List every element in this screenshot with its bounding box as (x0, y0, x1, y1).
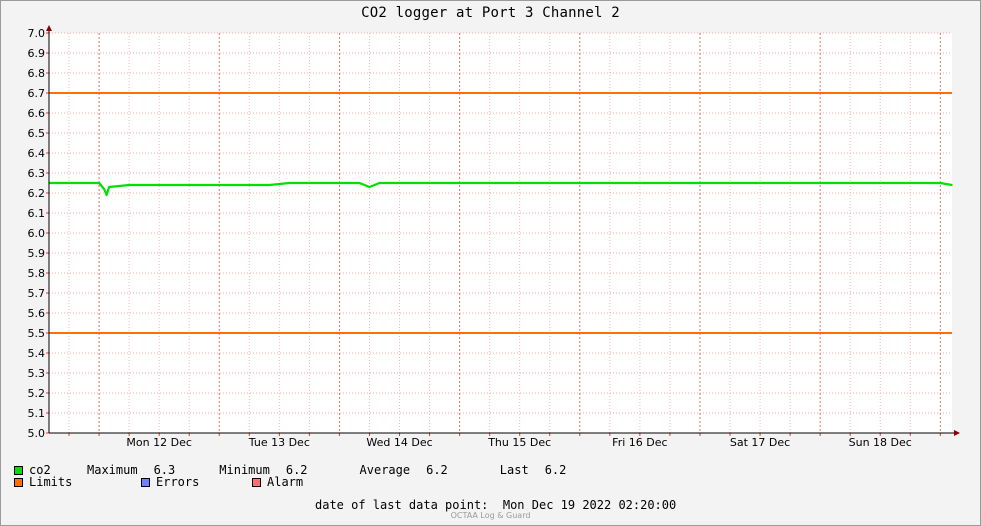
legend-label-co2: co2 (29, 463, 51, 477)
data-point-co2 (398, 182, 401, 184)
brand-text: OCTAA Log & Guard (450, 511, 531, 520)
data-point-co2 (218, 184, 221, 186)
data-point-co2 (759, 182, 761, 184)
data-point-co2 (338, 182, 341, 184)
data-point-co2 (268, 184, 271, 186)
y-tick-label: 6.1 (28, 207, 46, 220)
data-point-co2 (951, 184, 953, 186)
data-point-co2 (699, 182, 701, 184)
data-point-co2 (879, 182, 882, 184)
data-point-co2 (318, 182, 321, 184)
y-tick-label: 6.8 (28, 67, 46, 80)
y-tick-label: 5.6 (28, 307, 46, 320)
data-point-co2 (108, 186, 110, 188)
y-tick-label: 6.0 (28, 227, 46, 240)
y-tick-label: 5.5 (28, 327, 46, 340)
legend-swatch-alarm (252, 477, 261, 487)
y-tick-label: 6.6 (28, 107, 46, 120)
legend-label-limits: Limits (29, 475, 73, 489)
last-data-point-label: date of last data point: (315, 498, 489, 512)
y-tick-label: 5.3 (28, 367, 46, 380)
last-data-point-line: date of last data point: Mon Dec 19 2022… (315, 498, 676, 512)
legend-swatch-errors (141, 477, 150, 487)
data-point-co2 (729, 182, 731, 184)
y-tick-label: 6.5 (28, 127, 46, 140)
y-tick-label: 7.0 (28, 27, 46, 40)
legend-label-errors: Errors (156, 475, 200, 489)
x-tick-label: Sun 18 Dec (849, 436, 912, 449)
data-point-co2 (88, 182, 90, 184)
data-point-co2 (103, 188, 105, 190)
data-point-co2 (789, 182, 791, 184)
y-tick-label: 6.4 (28, 147, 46, 160)
y-tick-label: 5.8 (28, 267, 46, 280)
data-point-co2 (518, 182, 521, 184)
data-point-co2 (68, 182, 70, 184)
x-tick-label: Tue 13 Dec (248, 436, 310, 449)
legend-row-status: Limits Errors Alarm (14, 475, 303, 489)
data-point-co2 (639, 182, 641, 184)
data-point-co2 (819, 182, 821, 184)
legend-swatch-limits (14, 477, 23, 487)
stat-avg-value: 6.2 (426, 463, 448, 477)
data-point-co2 (358, 182, 361, 184)
legend-swatch-co2 (14, 465, 23, 475)
x-axis-arrow (954, 430, 960, 436)
stat-max-value: 6.3 (153, 463, 176, 477)
data-point-co2 (849, 182, 851, 184)
y-axis-arrow (46, 25, 52, 31)
data-point-co2 (98, 182, 100, 184)
stat-min-label: Minimum (219, 463, 270, 477)
data-point-co2 (158, 184, 160, 186)
y-tick-label: 5.9 (28, 247, 46, 260)
data-point-co2 (428, 182, 431, 184)
data-point-co2 (458, 182, 461, 184)
data-point-co2 (105, 194, 108, 196)
data-point-co2 (368, 186, 371, 188)
stat-max-label: Maximum (87, 463, 138, 477)
data-point-co2 (578, 182, 581, 184)
stat-last-label: Last (499, 463, 529, 477)
y-tick-label: 6.7 (28, 87, 46, 100)
legend-row-co2: co2 Maximum 6.3 Minimum 6.2 Average 6.2 … (14, 463, 566, 477)
x-tick-label: Wed 14 Dec (366, 436, 432, 449)
x-tick-label: Fri 16 Dec (612, 436, 667, 449)
stat-avg-label: Average (359, 463, 411, 477)
data-point-co2 (488, 182, 491, 184)
data-point-co2 (128, 184, 130, 186)
data-point-co2 (909, 182, 912, 184)
stat-last-value: 6.2 (544, 463, 567, 477)
data-point-co2 (669, 182, 671, 184)
chart-title: CO2 logger at Port 3 Channel 2 (361, 5, 620, 21)
legend-label-alarm: Alarm (267, 475, 304, 489)
data-point-co2 (609, 182, 611, 184)
x-tick-label: Thu 15 Dec (487, 436, 551, 449)
data-point-co2 (288, 182, 291, 184)
stat-min-value: 6.2 (285, 463, 308, 477)
y-tick-label: 5.2 (28, 387, 46, 400)
last-data-point-value: Mon Dec 19 2022 02:20:00 (502, 498, 677, 512)
data-point-co2 (188, 184, 191, 186)
y-tick-label: 5.0 (28, 427, 46, 440)
x-tick-label: Mon 12 Dec (126, 436, 191, 449)
data-point-co2 (248, 184, 251, 186)
y-tick-label: 6.9 (28, 47, 46, 60)
data-point-co2 (939, 182, 942, 184)
y-tick-label: 5.1 (28, 407, 46, 420)
data-point-co2 (378, 182, 381, 184)
y-tick-label: 6.3 (28, 167, 46, 180)
y-tick-label: 5.4 (28, 347, 46, 360)
x-tick-label: Sat 17 Dec (730, 436, 790, 449)
data-point-co2 (548, 182, 551, 184)
y-tick-label: 6.2 (28, 187, 46, 200)
y-tick-label: 5.7 (28, 287, 46, 300)
